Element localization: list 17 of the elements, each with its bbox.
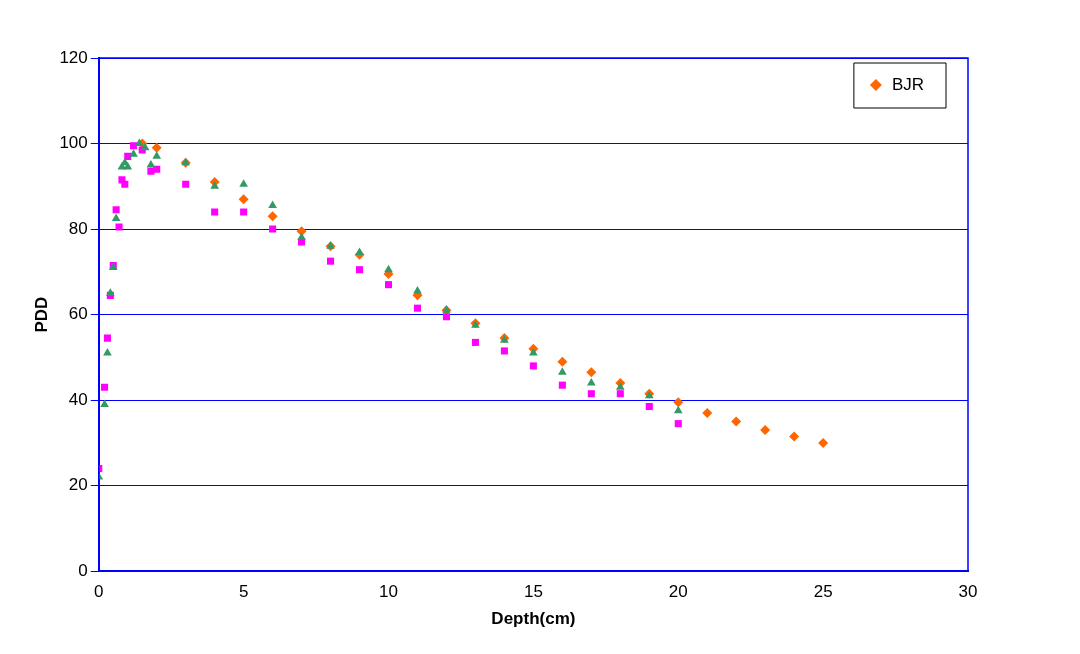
x-axis-title: Depth(cm) [491, 609, 576, 629]
y-tick-label: 60 [68, 304, 88, 324]
y-axis-title: PDD [31, 296, 51, 333]
y-tick-label: 100 [59, 133, 88, 153]
x-tick-label: 5 [238, 582, 249, 602]
y-tick-label: 20 [68, 475, 88, 495]
y-tick-label: 120 [59, 47, 88, 67]
x-tick-label: 30 [958, 582, 978, 602]
x-tick-label: 10 [379, 582, 398, 602]
y-tick-label: 0 [78, 560, 88, 580]
legend-label: BJR [891, 74, 925, 94]
x-tick-label: 15 [523, 582, 543, 602]
x-tick-label: 0 [94, 582, 104, 602]
x-tick-label: 25 [813, 582, 833, 602]
x-tick-label: 20 [668, 582, 688, 602]
y-tick-label: 80 [68, 218, 88, 238]
y-tick-label: 40 [68, 389, 88, 409]
